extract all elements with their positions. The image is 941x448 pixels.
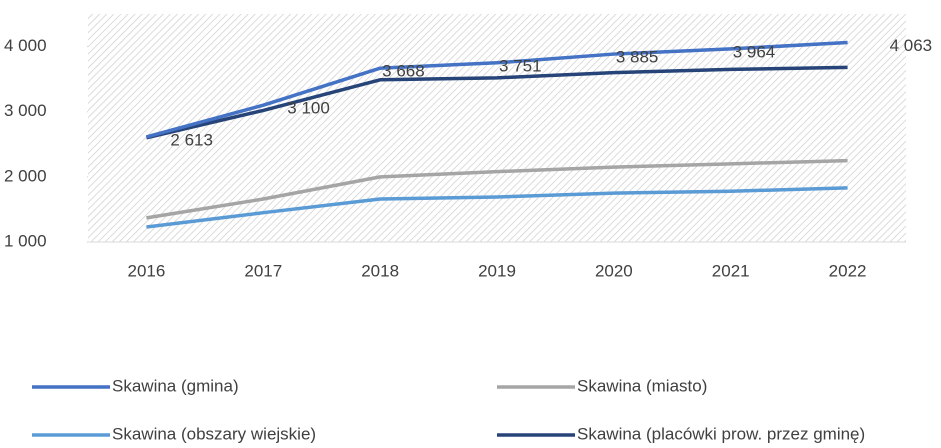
y-tick-label: 2 000 [4, 166, 47, 185]
x-tick-label: 2020 [595, 261, 633, 280]
legend-label: Skawina (placówki prow. przez gminę) [577, 424, 865, 443]
y-tick-label: 3 000 [4, 101, 47, 120]
data-label: 3 885 [616, 48, 659, 67]
x-tick-label: 2021 [712, 261, 750, 280]
y-tick-label: 1 000 [4, 231, 47, 250]
x-tick-label: 2019 [478, 261, 516, 280]
x-tick-label: 2016 [128, 261, 166, 280]
x-tick-label: 2018 [361, 261, 399, 280]
data-label: 3 964 [733, 42, 776, 61]
x-tick-label: 2017 [244, 261, 282, 280]
legend-label: Skawina (obszary wiejskie) [112, 424, 316, 443]
data-label: 2 613 [170, 130, 213, 149]
series-line [145, 40, 848, 139]
data-label: 3 751 [499, 56, 542, 75]
series-line [146, 158, 848, 220]
y-tick-label: 4 000 [4, 36, 47, 55]
data-label: 4 063 [890, 36, 933, 55]
legend-label: Skawina (miasto) [577, 376, 707, 395]
data-label: 3 100 [287, 99, 330, 118]
series-line [146, 65, 848, 140]
legend-label: Skawina (gmina) [112, 376, 239, 395]
x-tick-label: 2022 [829, 261, 867, 280]
data-label: 3 668 [382, 62, 425, 81]
series-line [146, 186, 848, 229]
